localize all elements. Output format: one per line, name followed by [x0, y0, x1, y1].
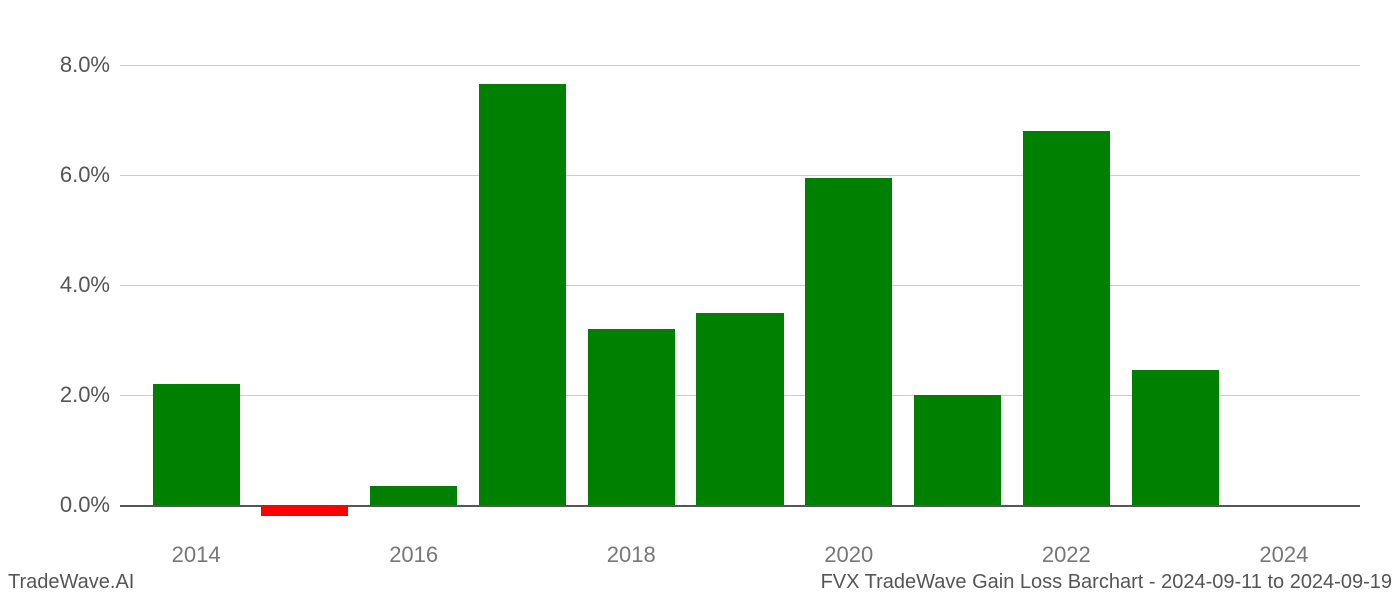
- bar-2019: [696, 313, 783, 506]
- bar-2023: [1132, 370, 1219, 505]
- bar-2016: [370, 486, 457, 505]
- bar-2021: [914, 395, 1001, 505]
- plot-area: [120, 40, 1360, 530]
- y-tick-label: 8.0%: [30, 52, 110, 78]
- bar-2018: [588, 329, 675, 505]
- y-tick-label: 4.0%: [30, 272, 110, 298]
- x-tick-label: 2014: [172, 542, 221, 568]
- gain-loss-barchart: TradeWave.AI FVX TradeWave Gain Loss Bar…: [0, 0, 1400, 600]
- bar-2017: [479, 84, 566, 505]
- gridline: [120, 285, 1360, 286]
- gridline: [120, 65, 1360, 66]
- y-tick-label: 0.0%: [30, 492, 110, 518]
- gridline: [120, 175, 1360, 176]
- y-tick-label: 6.0%: [30, 162, 110, 188]
- bar-2022: [1023, 131, 1110, 505]
- bar-2015: [261, 505, 348, 516]
- x-tick-label: 2016: [389, 542, 438, 568]
- footer-caption: FVX TradeWave Gain Loss Barchart - 2024-…: [821, 571, 1392, 594]
- y-tick-label: 2.0%: [30, 382, 110, 408]
- bar-2014: [153, 384, 240, 505]
- x-tick-label: 2020: [824, 542, 873, 568]
- bar-2020: [805, 178, 892, 506]
- x-tick-label: 2024: [1259, 542, 1308, 568]
- x-tick-label: 2018: [607, 542, 656, 568]
- x-tick-label: 2022: [1042, 542, 1091, 568]
- footer-brand: TradeWave.AI: [8, 571, 134, 594]
